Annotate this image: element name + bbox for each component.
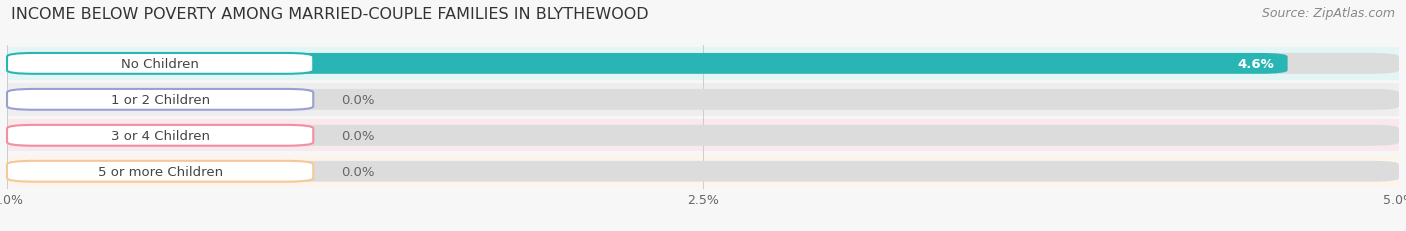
FancyBboxPatch shape bbox=[7, 54, 314, 74]
FancyBboxPatch shape bbox=[7, 54, 1399, 74]
Text: 4.6%: 4.6% bbox=[1237, 58, 1274, 71]
Bar bbox=[7, 120, 1399, 152]
Text: 3 or 4 Children: 3 or 4 Children bbox=[111, 129, 209, 142]
Text: 1 or 2 Children: 1 or 2 Children bbox=[111, 93, 209, 106]
FancyBboxPatch shape bbox=[7, 161, 314, 182]
FancyBboxPatch shape bbox=[7, 161, 1399, 182]
FancyBboxPatch shape bbox=[7, 54, 1288, 74]
Text: 0.0%: 0.0% bbox=[342, 165, 374, 178]
FancyBboxPatch shape bbox=[7, 125, 314, 146]
Bar bbox=[7, 48, 1399, 80]
Text: 0.0%: 0.0% bbox=[342, 93, 374, 106]
Text: 0.0%: 0.0% bbox=[342, 129, 374, 142]
FancyBboxPatch shape bbox=[7, 90, 1399, 110]
FancyBboxPatch shape bbox=[7, 125, 1399, 146]
Text: 5 or more Children: 5 or more Children bbox=[97, 165, 222, 178]
Bar bbox=[7, 84, 1399, 116]
Text: INCOME BELOW POVERTY AMONG MARRIED-COUPLE FAMILIES IN BLYTHEWOOD: INCOME BELOW POVERTY AMONG MARRIED-COUPL… bbox=[11, 7, 650, 22]
FancyBboxPatch shape bbox=[7, 90, 314, 110]
Text: No Children: No Children bbox=[121, 58, 200, 71]
Text: Source: ZipAtlas.com: Source: ZipAtlas.com bbox=[1261, 7, 1395, 20]
Bar bbox=[7, 155, 1399, 188]
